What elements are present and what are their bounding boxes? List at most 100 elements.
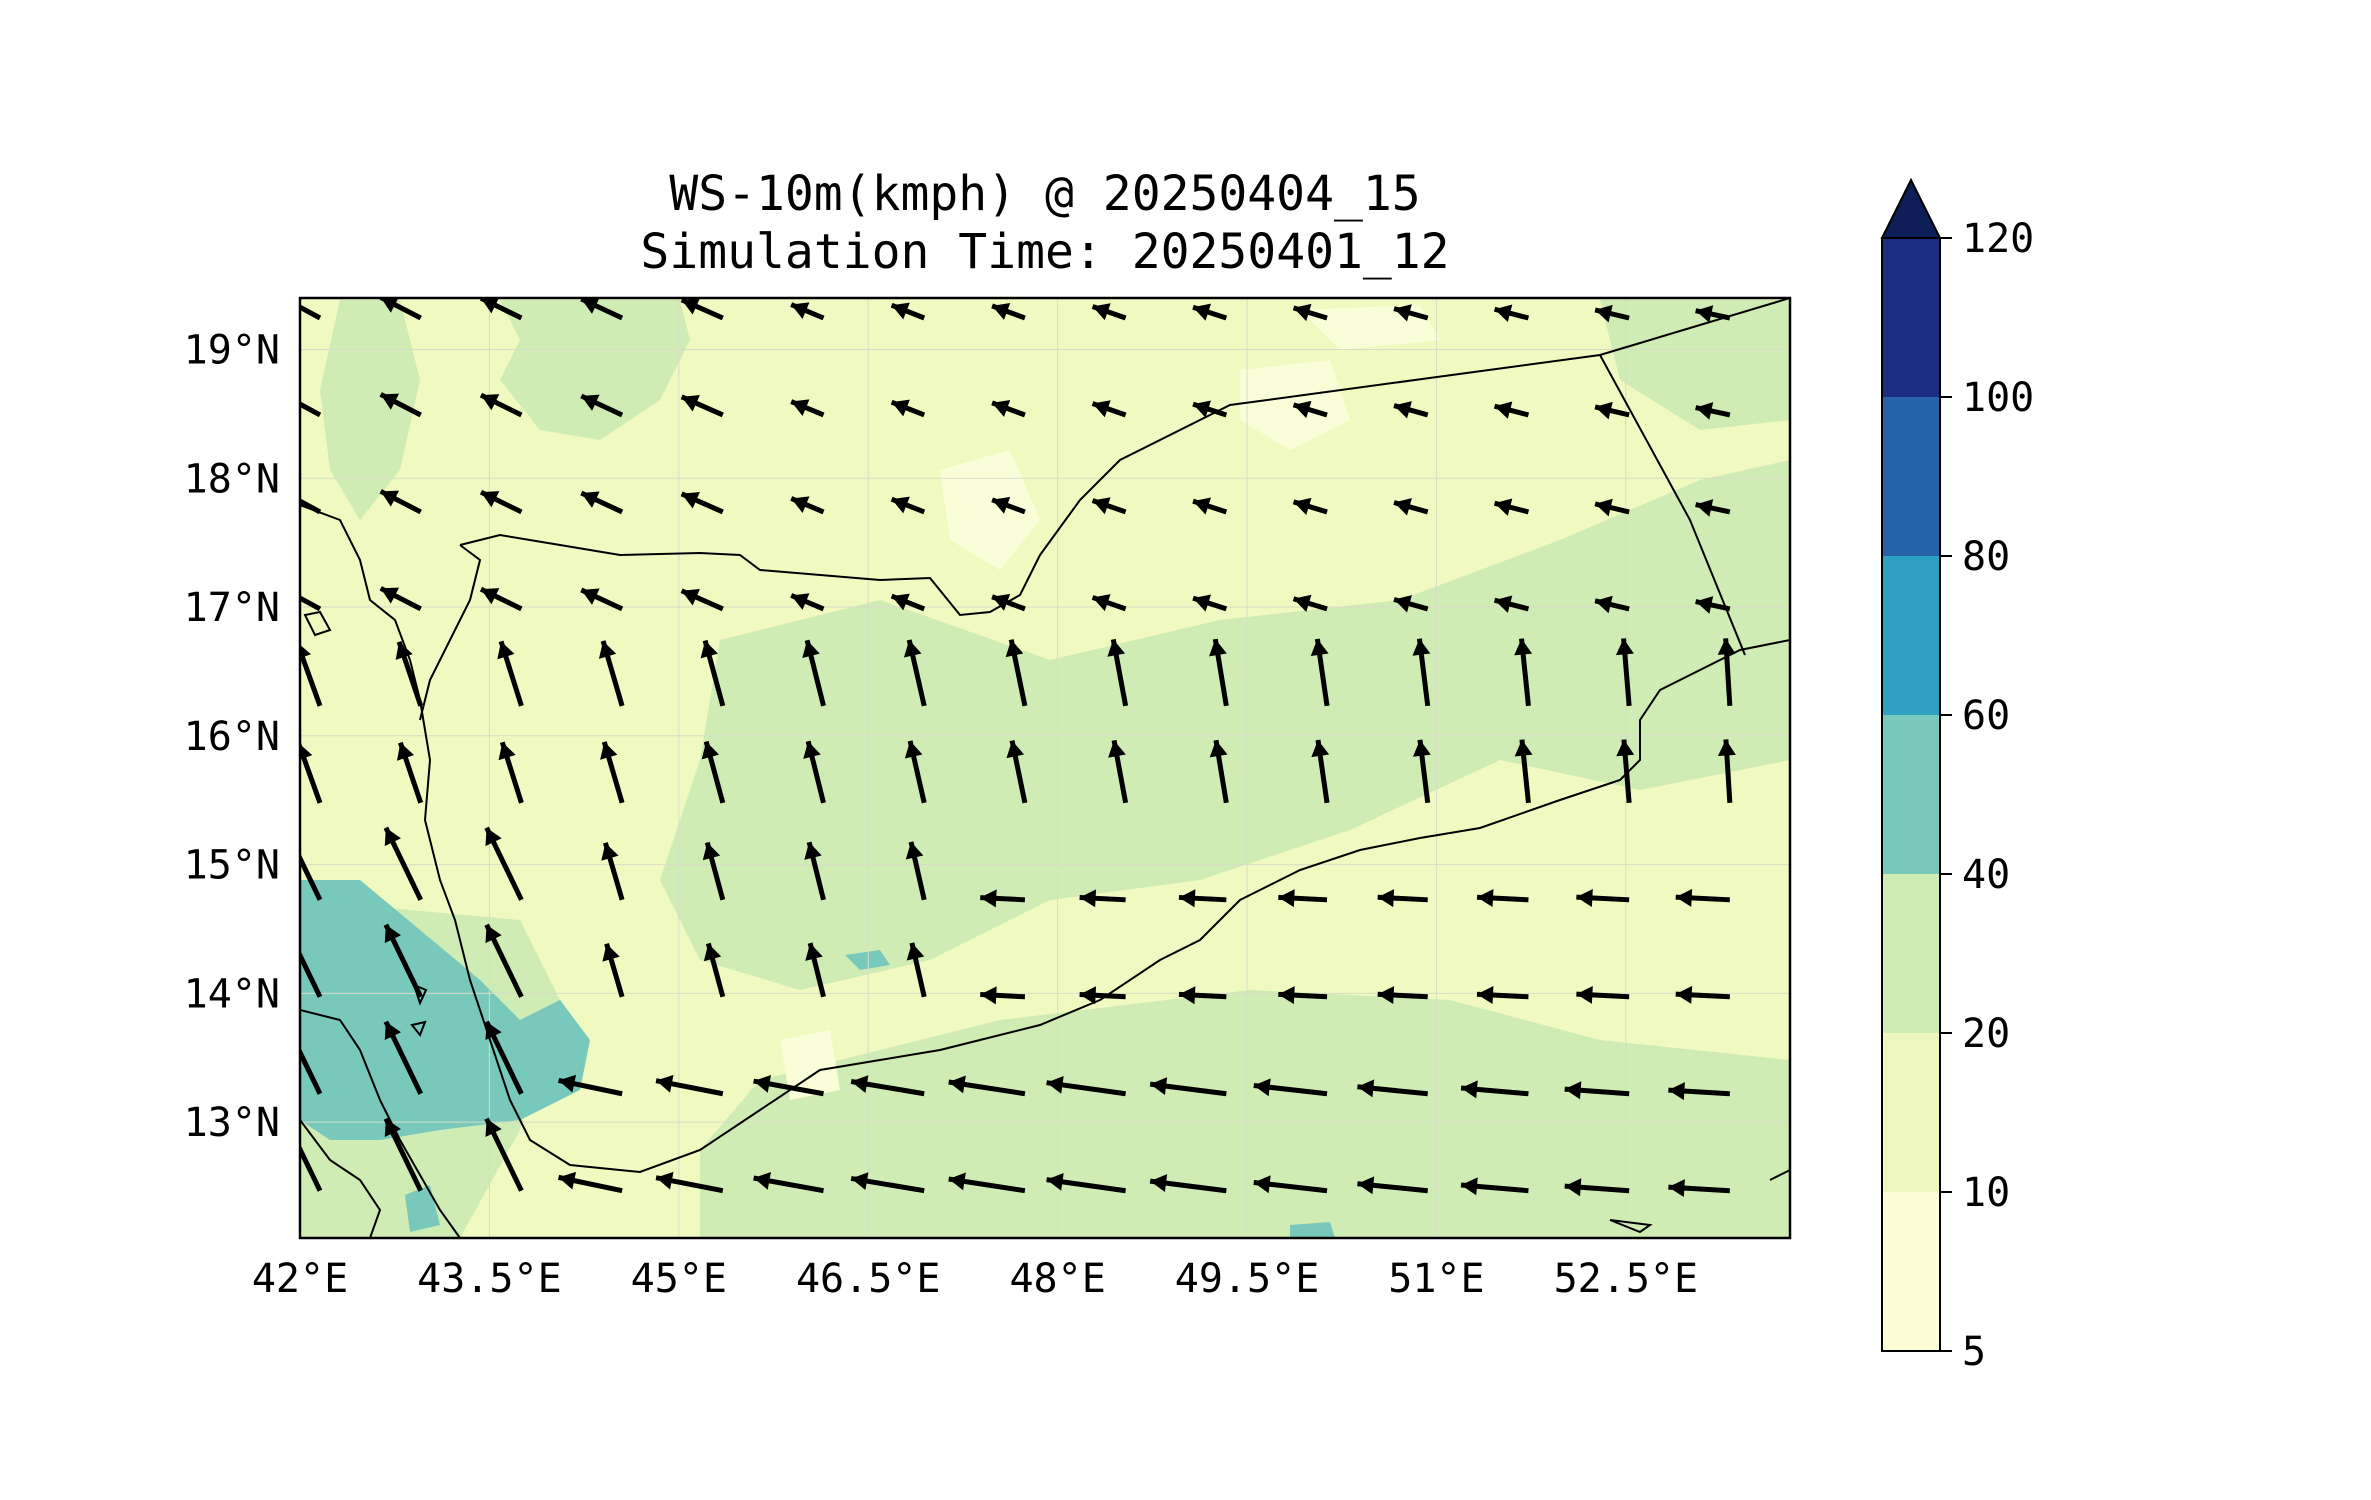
wind-arrow [1564, 1081, 1630, 1100]
wind-arrow [1695, 596, 1731, 614]
wind-arrow [1311, 739, 1330, 804]
contour-moderate-central-band [660, 460, 1790, 990]
wind-arrow [1377, 986, 1428, 1005]
wind-arrow [790, 302, 825, 321]
wind-arrow [1668, 1082, 1730, 1101]
wind-arrow [802, 639, 826, 707]
wind-arrow [484, 923, 524, 998]
wind-arrow [1412, 638, 1431, 707]
wind-arrow [890, 496, 926, 515]
lat-tick-label: 15°N [184, 843, 280, 889]
wind-arrow [484, 826, 524, 901]
colorbar-extend-max-arrow [1880, 177, 1942, 239]
wind-arrow [1695, 305, 1731, 323]
wind-arrow [379, 586, 422, 612]
coastline-yemen-west [419, 544, 482, 721]
colorbar-tick-label: 40 [1962, 852, 2010, 898]
wind-arrow [1209, 638, 1229, 707]
lon-tick-label: 51°E [1388, 1256, 1484, 1302]
coastline-africa-west [300, 1119, 382, 1238]
wind-arrow [1460, 1177, 1529, 1196]
contour-calm-patch-4 [780, 1030, 840, 1100]
wind-arrow [1564, 1178, 1630, 1197]
wind-arrow [1253, 1175, 1328, 1194]
wind-arrow [703, 942, 726, 998]
wind-arrow [805, 942, 826, 998]
wind-arrow [1493, 401, 1530, 419]
wind-arrow [1675, 888, 1730, 907]
wind-arrow [906, 942, 927, 998]
wind-arrow [948, 1172, 1026, 1194]
wind-arrow [890, 593, 926, 612]
wind-arrow [601, 842, 625, 901]
colorbar-bands [1882, 238, 1940, 1351]
wind-arrow [379, 298, 422, 321]
wind-arrow [1278, 986, 1328, 1005]
wind-arrow [790, 593, 825, 612]
wind-arrow [580, 298, 624, 321]
longitude-tick-labels: 42°E 43.5°E 45°E 46.5°E 48°E 49.5°E 51°E 52.5°E [252, 1256, 1698, 1302]
contour-moderate-west-strip [320, 300, 420, 520]
wind-arrow [991, 302, 1026, 321]
wind-arrow [484, 1020, 524, 1095]
coastlines-and-borders [300, 298, 1790, 1238]
wind-arrow [790, 399, 825, 418]
wind-arrow [498, 741, 524, 804]
wind-arrow [1493, 595, 1530, 613]
wind-arrow [903, 639, 927, 707]
wind-arrow [700, 639, 726, 707]
wind-arrow [1091, 497, 1127, 515]
wind-arrow [580, 393, 624, 418]
wind-arrow [702, 841, 726, 901]
contour-moderate-north-strip [500, 300, 690, 440]
colorbar: 5 10 20 40 60 80 100 120 [1880, 177, 2034, 1375]
wind-arrow [1192, 400, 1228, 418]
wind-arrow [753, 1172, 824, 1194]
colorbar-band-4 [1882, 556, 1940, 715]
wind-arrow [479, 586, 523, 612]
wind-arrow [484, 1117, 524, 1192]
wind-arrow [300, 742, 323, 804]
lon-tick-label: 52.5°E [1554, 1256, 1699, 1302]
wind-arrow [1091, 303, 1127, 321]
wind-vectors [300, 298, 1736, 1198]
contour-moderate-gulf-of-aden [700, 990, 1790, 1238]
wind-arrow [1192, 303, 1228, 321]
island-coast-east [1769, 1169, 1790, 1181]
wind-arrow [1149, 1077, 1227, 1097]
lat-tick-label: 13°N [184, 1100, 280, 1146]
colorbar-tick-label: 120 [1962, 216, 2034, 262]
wind-arrow [850, 1172, 925, 1194]
wind-arrow [1278, 889, 1328, 908]
wind-arrow [1616, 739, 1635, 804]
colorbar-band-0 [1882, 1192, 1940, 1351]
wind-arrow [991, 593, 1026, 612]
wind-arrow [680, 394, 724, 418]
wind-arrow [1594, 304, 1630, 323]
lon-tick-label: 45°E [631, 1256, 727, 1302]
wind-arrow [600, 741, 625, 804]
wind-arrow [790, 496, 825, 515]
wind-arrow [1717, 739, 1736, 803]
wind-arrow [1460, 1080, 1529, 1099]
wind-arrow [1576, 985, 1630, 1004]
wind-arrow [1006, 740, 1028, 804]
wind-arrow [1079, 889, 1126, 908]
border-yemen-saudi [459, 298, 1790, 617]
wind-arrow [1717, 638, 1736, 707]
contour-strong-small-patch-2 [1290, 1222, 1335, 1238]
wind-arrow [1393, 595, 1429, 613]
wind-arrow [1412, 739, 1431, 804]
wind-arrow [850, 1075, 925, 1097]
wind-arrow [1615, 638, 1634, 707]
wind-arrow [1108, 739, 1129, 804]
lon-tick-label: 48°E [1009, 1256, 1105, 1302]
lat-tick-label: 16°N [184, 714, 280, 760]
contour-moderate-northeast [1600, 300, 1790, 430]
lat-tick-label: 17°N [184, 585, 280, 631]
coastline-red-sea-east [300, 504, 1790, 1174]
colorbar-band-5 [1882, 397, 1940, 556]
wind-arrow [379, 392, 422, 418]
colorbar-band-2 [1882, 874, 1940, 1033]
wind-arrow [558, 1074, 623, 1097]
